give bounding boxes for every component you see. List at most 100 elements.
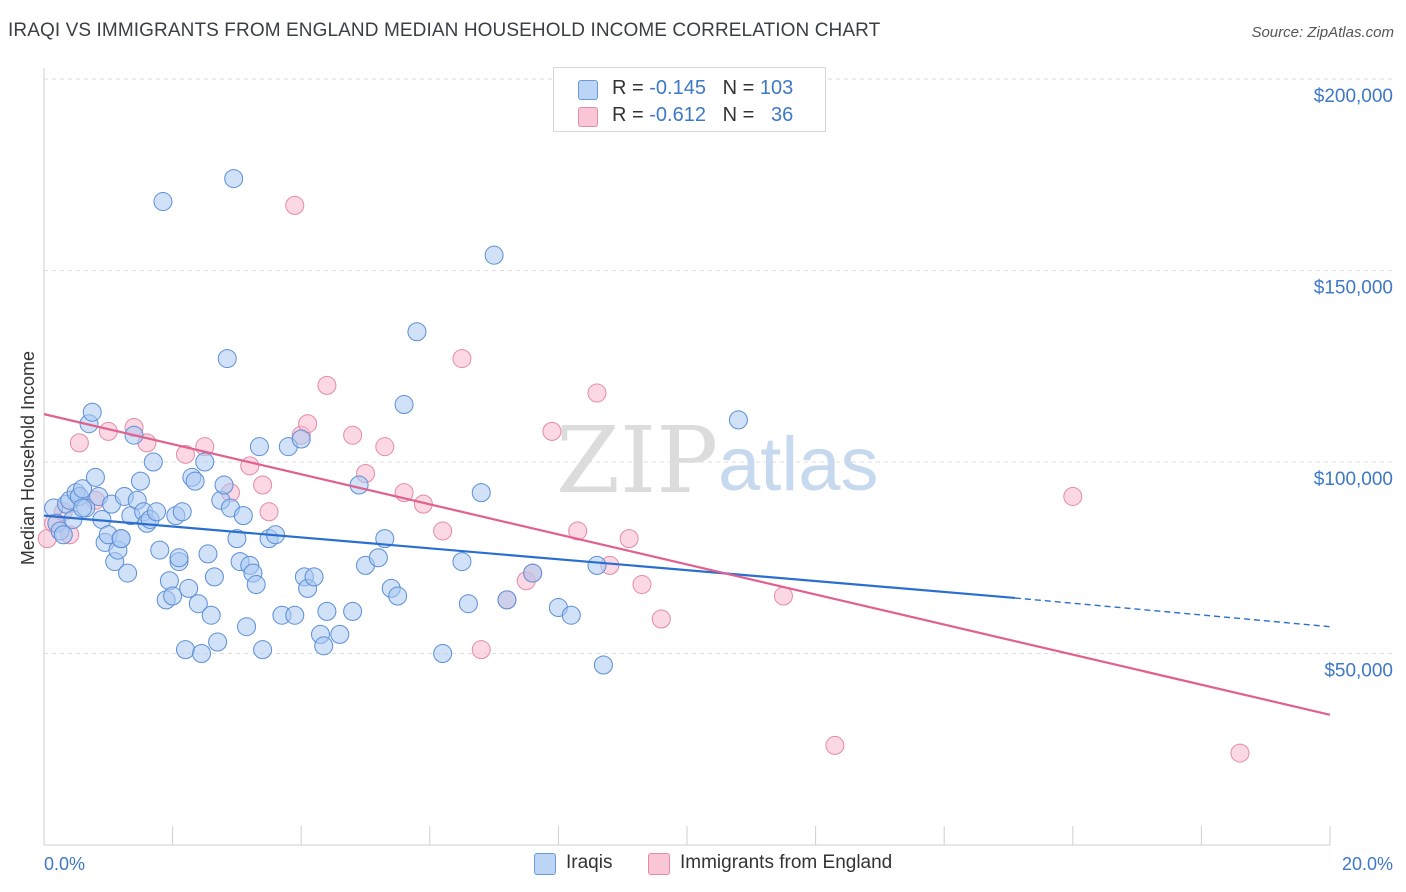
iraqis-point-9 [73, 479, 93, 499]
x-tick-label-max: 20.0% [1342, 854, 1393, 874]
iraqis-point-45 [188, 594, 208, 614]
iraqis-point-50 [204, 567, 224, 587]
iraqis-point-74 [304, 567, 324, 587]
iraqis-point-97 [587, 555, 607, 575]
england-point-32 [587, 383, 607, 403]
iraqis-point-71 [291, 429, 311, 449]
england-point-38 [825, 735, 845, 755]
iraqis-point-33 [150, 540, 170, 560]
legend-text-iraqis: R = -0.145 N = 103 [612, 77, 794, 99]
iraqis-point-92 [484, 245, 504, 265]
legend-label-iraqis: Iraqis [566, 852, 613, 873]
iraqis-point-96 [561, 605, 581, 625]
england-point-4 [69, 433, 89, 453]
source-credit: Source: ZipAtlas.com [1251, 24, 1394, 41]
england-point-26 [471, 640, 491, 660]
england-point-14 [259, 502, 279, 522]
iraqis-point-37 [163, 586, 183, 606]
england-point-37 [773, 586, 793, 606]
iraqis-point-100 [73, 498, 93, 518]
iraqis-point-13 [85, 467, 105, 487]
england-trend-line [43, 413, 1331, 716]
iraqis-point-51 [208, 632, 228, 652]
iraqis-point-27 [130, 471, 150, 491]
iraqis-point-79 [343, 601, 363, 621]
iraqis-point-46 [192, 644, 212, 663]
england-point-36 [651, 609, 671, 629]
iraqis-point-99 [728, 410, 748, 430]
england-point-9 [175, 444, 195, 464]
england-point-17 [317, 375, 337, 395]
iraqis-point-47 [195, 452, 215, 472]
iraqis-point-48 [198, 544, 218, 564]
iraqis-point-82 [368, 548, 388, 568]
iraqis-point-49 [201, 605, 221, 625]
watermark-atlas: atlas [718, 422, 879, 507]
iraqis-point-53 [214, 475, 234, 495]
iraqis-point-3 [53, 525, 73, 545]
england-point-12 [240, 456, 260, 476]
y-axis-title: Median Household Income [18, 351, 38, 565]
iraqis-point-70 [285, 605, 305, 625]
england-point-35 [632, 575, 652, 595]
iraqis-point-78 [330, 624, 350, 644]
y-tick-label-0: $50,000 [1324, 661, 1393, 682]
y-tick-label-2: $150,000 [1314, 278, 1393, 299]
iraqis-point-44 [185, 471, 205, 491]
england-point-25 [452, 349, 472, 369]
legend-swatch-england-bottom [648, 853, 670, 875]
iraqis-point-36 [159, 571, 179, 591]
iraqis-point-89 [452, 552, 472, 572]
iraqis-trend-extension [1014, 597, 1331, 628]
iraqis-point-41 [175, 640, 195, 660]
england-point-24 [433, 521, 453, 541]
axes [43, 68, 1331, 846]
y-tick-label-3: $200,000 [1314, 86, 1393, 107]
correlation-legend: R = -0.145 N = 103 R = -0.612 N = 36 [553, 67, 826, 132]
iraqis-point-64 [249, 437, 269, 457]
england-point-40 [1230, 743, 1250, 763]
iraqis-point-60 [237, 617, 257, 637]
legend-text-england: R = -0.612 N = 36 [612, 104, 794, 126]
iraqis-point-101 [111, 529, 131, 549]
iraqis-point-32 [147, 502, 167, 522]
iraqis-point-90 [458, 594, 478, 614]
iraqis-point-94 [523, 563, 543, 583]
england-point-30 [542, 421, 562, 441]
iraqis-point-77 [317, 601, 337, 621]
england-point-21 [375, 437, 395, 457]
iraqis-point-102 [169, 548, 189, 568]
y-tick-labels: $50,000 $100,000 $150,000 $200,000 [1314, 86, 1393, 682]
chart-title: IRAQI VS IMMIGRANTS FROM ENGLAND MEDIAN … [8, 20, 881, 41]
england-point-18 [343, 425, 363, 445]
legend-label-england: Immigrants from England [680, 852, 893, 873]
iraqis-point-57 [227, 529, 247, 549]
y-tick-label-1: $100,000 [1314, 469, 1393, 490]
legend-swatch-england [578, 107, 598, 127]
iraqis-point-54 [217, 349, 237, 369]
legend-swatch-iraqis [578, 80, 598, 100]
iraqis-point-86 [394, 395, 414, 415]
iraqis-point-80 [349, 475, 369, 495]
trend-lines [43, 413, 1331, 716]
iraqis-point-23 [118, 563, 138, 583]
iraqis-point-98 [593, 655, 613, 675]
iraqis-point-31 [143, 452, 163, 472]
watermark: ZIP atlas [556, 407, 879, 514]
iraqis-point-40 [172, 502, 192, 522]
iraqis-point-87 [407, 322, 427, 342]
iraqis-point-42 [179, 578, 199, 598]
iraqis-point-76 [314, 636, 334, 656]
iraqis-point-88 [433, 644, 453, 663]
england-point-19 [285, 195, 305, 215]
iraqis-point-93 [497, 590, 517, 610]
england-point-34 [619, 529, 639, 549]
watermark-zip: ZIP [556, 407, 718, 514]
iraqis-point-12 [82, 402, 102, 422]
iraqis-trend-line [43, 514, 1016, 600]
iraqis-point-34 [153, 192, 173, 212]
series-legend: Iraqis Immigrants from England [0, 852, 1406, 878]
iraqis-points [44, 169, 748, 675]
x-tick-labels: 0.0% 20.0% [44, 854, 1393, 874]
